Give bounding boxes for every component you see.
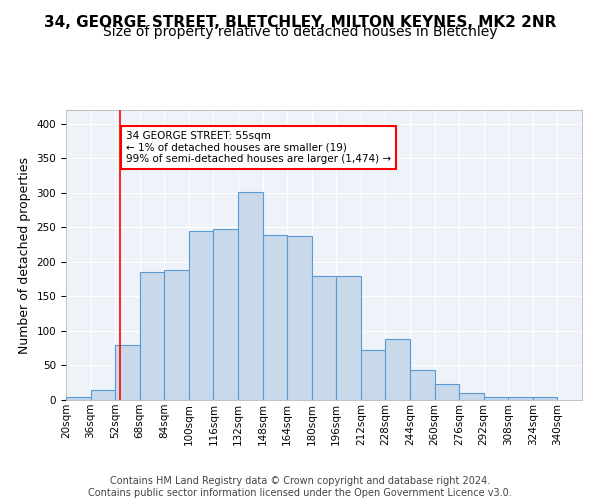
Y-axis label: Number of detached properties: Number of detached properties [18, 156, 31, 354]
Text: Contains HM Land Registry data © Crown copyright and database right 2024.
Contai: Contains HM Land Registry data © Crown c… [88, 476, 512, 498]
Bar [263, 235, 287, 400]
Bar [140, 272, 164, 400]
Bar [385, 339, 410, 400]
Bar [484, 396, 508, 400]
Text: 34 GEORGE STREET: 55sqm
← 1% of detached houses are smaller (19)
99% of semi-det: 34 GEORGE STREET: 55sqm ← 1% of detached… [126, 130, 391, 164]
Bar [287, 236, 312, 400]
Bar [164, 270, 189, 400]
Text: Size of property relative to detached houses in Bletchley: Size of property relative to detached ho… [103, 25, 497, 39]
Bar [361, 350, 385, 400]
Bar [214, 230, 238, 400]
Bar [66, 397, 91, 400]
Bar [115, 345, 140, 400]
Bar [189, 231, 214, 400]
Bar [312, 276, 336, 400]
Bar [238, 192, 263, 400]
Bar [91, 390, 115, 400]
Bar [459, 393, 484, 400]
Bar [533, 397, 557, 400]
Bar [410, 370, 434, 400]
Bar [508, 397, 533, 400]
Text: 34, GEORGE STREET, BLETCHLEY, MILTON KEYNES, MK2 2NR: 34, GEORGE STREET, BLETCHLEY, MILTON KEY… [44, 15, 556, 30]
Bar [336, 276, 361, 400]
Bar [434, 384, 459, 400]
